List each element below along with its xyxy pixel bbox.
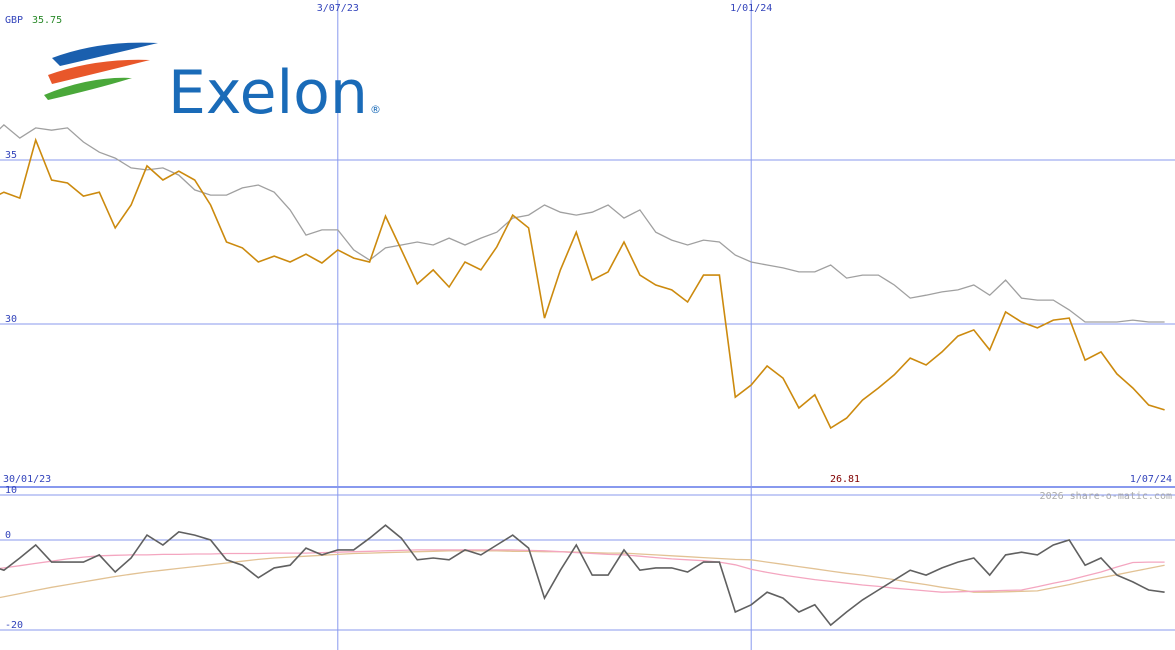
logo-mark: ® <box>370 103 381 116</box>
logo-swoosh <box>44 77 132 100</box>
logo-swoosh <box>48 59 150 84</box>
low-price: 26.81 <box>830 474 860 485</box>
last-price: 35.75 <box>32 15 62 26</box>
series-line <box>0 549 1165 593</box>
currency-label: GBP <box>5 15 23 26</box>
y-tick-label: 30 <box>5 314 17 325</box>
credit: 2026 share-o-matic.com <box>1040 491 1172 502</box>
series-line <box>0 524 1165 627</box>
y-tick-label: 10 <box>5 485 17 496</box>
logo-swoosh <box>52 42 158 66</box>
y-tick-label: 35 <box>5 150 17 161</box>
x-tick-label: 3/07/23 <box>317 3 359 14</box>
y-tick-label: 0 <box>5 530 11 541</box>
series-line <box>0 137 1165 430</box>
x-tick-label: 1/01/24 <box>730 3 772 14</box>
x-tick-label: 30/01/23 <box>3 474 51 485</box>
y-tick-label: -20 <box>5 620 23 631</box>
series-line <box>0 124 1165 323</box>
logo-name: Exelon <box>168 58 368 128</box>
logo: Exelon ® <box>44 42 381 128</box>
x-tick-label: 1/07/24 <box>1130 474 1172 485</box>
